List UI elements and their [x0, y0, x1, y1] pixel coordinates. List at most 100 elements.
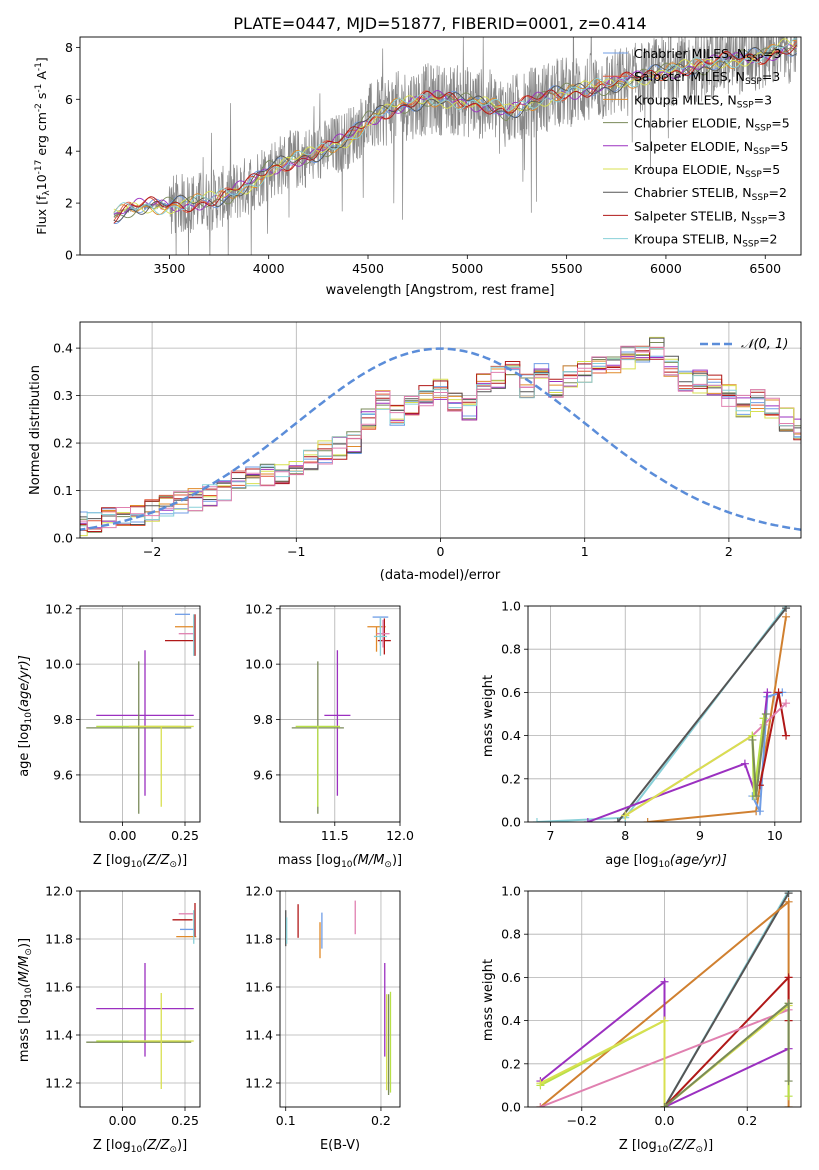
weight-line-salpeter-stelib [663, 974, 790, 1107]
y-tick-label: 11.2 [245, 1076, 273, 1091]
age-vs-mass-panel: 11.5 12.0 9.6 9.8 10.0 10.2 [245, 601, 414, 843]
y-tick-label: 11.2 [45, 1076, 73, 1091]
weight-lines [532, 606, 791, 822]
wZ-ylabel: mass weight [481, 959, 496, 1041]
legend-label: Chabrier STELIB, NSSP=2 [634, 185, 787, 203]
x-tick-label: 0.1 [276, 1113, 296, 1128]
x-tick-label: 1 [581, 544, 589, 559]
x-tick-label: −0.2 [567, 1113, 597, 1128]
y-tick-label: 10.2 [245, 601, 273, 616]
y-tick-label: 12.0 [45, 884, 73, 899]
y-tick-label: 6 [65, 92, 73, 107]
x-tick-label: −1 [287, 544, 305, 559]
model-line-chabrier-elodie [113, 47, 797, 219]
legend-n: =2 [759, 232, 777, 247]
spectrum-ylabel: Flux [fλ10-17 erg cm-2 s-1 A-1] [34, 57, 52, 235]
y-tick-label: 11.4 [245, 1028, 273, 1043]
weight-marker [740, 759, 749, 768]
residual-hist-pink [80, 345, 801, 530]
legend-name: Kroupa STELIB, N [634, 232, 742, 247]
y-tick-label: 11.6 [245, 980, 273, 995]
legend-n: =3 [754, 92, 772, 107]
residual-hist-salpeter-stelib [80, 350, 801, 532]
legend-label: Salpeter ELODIE, NSSP=5 [634, 139, 788, 157]
x-tick-label: 6500 [749, 261, 781, 276]
weight-marker [782, 699, 791, 708]
legend-sub: SSP [753, 147, 770, 157]
errorbars [86, 903, 197, 1089]
legend-label: 𝒩(0, 1) [741, 337, 788, 352]
errorbars [291, 616, 391, 814]
spectrum-lines [113, 37, 798, 255]
axes-frame [79, 321, 802, 539]
mass-vs-metallicity-panel: 0.00 0.25 11.2 11.4 11.6 11.8 12.0 [45, 884, 201, 1128]
wAge-xlabel: age [log10(age/yr)] [605, 853, 727, 870]
errorbars [86, 613, 196, 814]
model-line-kroupa-elodie [113, 38, 797, 214]
axes-frame [79, 605, 201, 823]
y-tick-label: 9.6 [53, 767, 73, 782]
weight-marker [536, 1079, 545, 1088]
x-tick-label: 6000 [650, 261, 682, 276]
y-tick-label: 11.8 [45, 932, 73, 947]
ageZ-xlabel: Z [log10(Z/Z⊙)] [93, 853, 187, 870]
legend-sub: SSP [750, 216, 767, 226]
weight-marker [748, 735, 757, 744]
y-tick-label: 10.2 [45, 601, 73, 616]
errorbars [285, 900, 392, 1095]
x-tick-label: 12.0 [386, 828, 414, 843]
axes-frame [279, 890, 401, 1108]
y-tick-label: 0.2 [501, 771, 521, 786]
y-tick-label: 9.6 [253, 767, 273, 782]
legend-sub: SSP [745, 77, 762, 87]
legend-sub: SSP [746, 54, 763, 64]
legend-name: Chabrier STELIB, N [634, 185, 752, 200]
y-tick-label: 11.4 [45, 1028, 73, 1043]
x-tick-label: 10 [767, 828, 783, 843]
x-tick-label: 0.00 [109, 1113, 137, 1128]
y-tick-label: 0.0 [501, 815, 521, 830]
weight-line-chabrier-stelib [617, 607, 787, 822]
legend-name: Chabrier MILES, N [634, 46, 746, 61]
axes-frame [79, 890, 201, 1108]
y-tick-label: 0.6 [501, 685, 521, 700]
axes-frame [527, 890, 802, 1108]
legend-label: Kroupa STELIB, NSSP=2 [634, 232, 778, 250]
weight-marker [774, 688, 783, 697]
normal-curve [80, 347, 801, 531]
legend-n: =3 [763, 46, 781, 61]
x-tick-label: 5500 [551, 261, 583, 276]
y-tick-label: 1.0 [501, 599, 521, 614]
weight-marker [763, 688, 772, 697]
legend-sub: SSP [745, 170, 762, 180]
weight-marker [621, 811, 630, 820]
y-tick-label: 0.2 [501, 1056, 521, 1071]
y-tick-label: 0.3 [53, 388, 73, 403]
model-line-chabrier-miles [113, 47, 797, 224]
massE-xlabel: E(B-V) [320, 1138, 360, 1153]
legend-sub: SSP [737, 100, 754, 110]
model-line-salpeter-stelib [113, 44, 797, 224]
y-tick-label: 0.0 [501, 1100, 521, 1115]
legend-n: =3 [762, 69, 780, 84]
y-tick-label: 2 [65, 196, 73, 211]
residual-hist-chabrier-stelib [80, 337, 801, 525]
legend-label: Kroupa MILES, NSSP=3 [634, 92, 772, 110]
x-tick-label: 5000 [451, 261, 483, 276]
y-tick-label: 10.0 [45, 657, 73, 672]
spectrum-panel: 3500 4000 4500 5000 5500 6000 6500 0 2 4 6 8 Chabrie… [65, 36, 802, 276]
model-line-kroupa-stelib [113, 38, 797, 215]
y-tick-label: 11.8 [245, 932, 273, 947]
weight-marker [752, 792, 761, 801]
weight-marker [643, 818, 652, 822]
x-tick-label: 0.00 [109, 828, 137, 843]
y-tick-label: 0.4 [501, 728, 521, 743]
x-tick-label: 11.5 [321, 828, 349, 843]
weight-marker [660, 1103, 669, 1107]
weight-marker [660, 977, 669, 986]
weight-vs-age-panel: 7 8 9 10 0.0 0.2 0.4 0.6 0.8 1.0 [501, 599, 802, 843]
weight-line-chabrier-elodie [663, 1001, 790, 1107]
spectrum-xlabel: wavelength [Angstrom, rest frame] [326, 283, 555, 298]
weight-marker [536, 1103, 545, 1107]
